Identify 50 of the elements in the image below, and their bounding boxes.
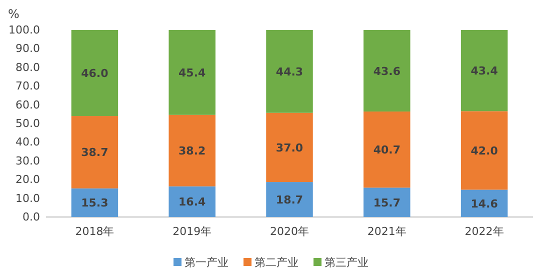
bar [460,111,508,190]
y-tick-label: 80.0 [16,60,40,74]
y-tick-label: 40.0 [16,136,40,149]
bar [168,30,216,115]
data-label: 18.7 [276,194,304,207]
data-label: 40.7 [373,144,400,157]
x-tick-label: 2018年 [75,224,114,238]
data-label: 15.3 [81,196,108,210]
y-tick-label: 30.0 [16,154,40,168]
bar [364,188,410,217]
y-tick-label: 90.0 [16,42,40,56]
bar [168,186,216,217]
data-label: 16.4 [178,196,206,209]
y-tick-label: 20.0 [16,173,40,186]
y-tick-label: 60.0 [16,98,40,112]
bar [266,182,313,217]
bar [168,114,216,186]
legend-label: 第三产业 [324,256,368,269]
legend-label: 第一产业 [184,256,228,269]
data-label: 37.0 [276,141,304,154]
x-tick-label: 2022年 [464,224,504,238]
x-tick-label: 2020年 [270,224,309,238]
bar [266,30,313,113]
legend-label: 第二产业 [254,256,298,269]
y-tick-label: 0.0 [22,210,40,224]
y-tick-label: 50.0 [16,117,40,130]
y-tick-label: 70.0 [16,80,40,93]
y-tick-label: 10.0 [16,192,40,205]
y-tick-label: 100.0 [8,24,40,37]
data-label: 42.0 [470,144,498,158]
bar [460,30,508,112]
data-label: 45.4 [178,66,206,80]
x-tick-label: 2021年 [367,224,406,238]
x-tick-label: 2019年 [172,224,212,238]
y-axis-title: % [8,7,20,21]
data-label: 14.6 [470,197,498,210]
data-label: 43.6 [373,64,401,78]
data-label: 15.7 [373,196,400,210]
data-label: 44.3 [276,65,304,78]
bar [266,112,313,182]
bar [460,190,508,217]
bar [71,188,118,217]
bar [364,112,410,188]
data-label: 38.2 [178,144,206,158]
bar [364,30,410,112]
data-label: 38.7 [81,146,108,160]
data-label: 43.4 [470,64,498,78]
bar [71,116,118,188]
data-label: 46.0 [81,67,109,80]
bar [71,30,118,116]
